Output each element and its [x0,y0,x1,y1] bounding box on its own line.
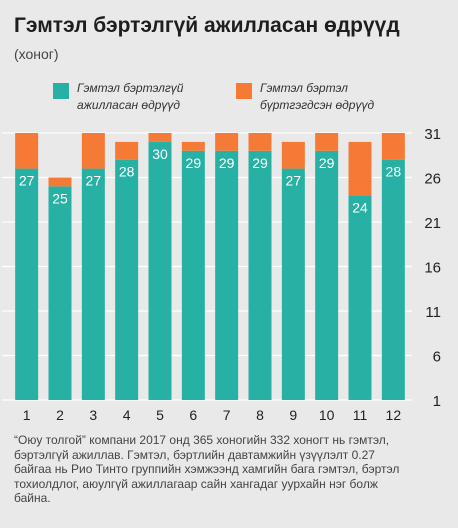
x-tick-label: 7 [223,407,231,423]
bar-safe-days [215,150,239,400]
bar-value-label: 24 [352,199,368,215]
stacked-bar-chart: 1611162126312712522732843052962972982792… [2,126,441,423]
chart-caption: “Оюу толгой” компани 2017 онд 365 хоноги… [14,433,400,505]
bar-safe-days [48,186,72,400]
bar-value-label: 30 [152,146,168,162]
bar-injury-days [48,177,72,187]
bar-injury-days [315,133,339,151]
legend-swatch-orange [236,83,252,99]
bar-value-label: 29 [319,155,335,171]
x-tick-label: 5 [156,407,164,423]
unit-label: (хоног) [14,46,59,62]
bar-safe-days [281,168,305,400]
y-tick-label: 11 [425,304,441,321]
y-tick-label: 6 [433,349,441,366]
x-tick-label: 6 [189,407,197,423]
x-tick-label: 4 [123,407,131,423]
x-tick-label: 9 [289,407,297,423]
bar-safe-days [81,168,105,400]
bar-injury-days [348,141,372,196]
x-tick-label: 10 [319,407,335,423]
bar-value-label: 27 [286,173,302,189]
legend-label: Гэмтэл бэртэлгүй ажилласан өдрүүд [77,81,184,112]
bar-safe-days [248,150,272,400]
bar-safe-days [15,168,39,400]
y-tick-label: 21 [424,215,441,232]
bar-safe-days [381,159,405,400]
bar-injury-days [148,133,172,142]
x-tick-label: 12 [386,407,402,423]
bar-injury-days [115,141,139,160]
x-tick-label: 8 [256,407,264,423]
bar-injury-days [15,133,39,169]
bar-injury-days [215,133,239,151]
bar-value-label: 28 [119,164,135,180]
y-tick-label: 26 [424,171,441,188]
x-tick-label: 2 [56,407,64,423]
bar-value-label: 27 [19,173,35,189]
bar-injury-days [248,133,272,151]
bar-value-label: 25 [52,190,68,206]
legend-swatch-teal [53,83,69,99]
bar-safe-days [148,141,172,400]
bar-value-label: 28 [386,164,402,180]
bar-injury-days [281,141,305,169]
bar-safe-days [115,159,139,400]
bar-safe-days [181,150,205,400]
x-tick-label: 11 [353,407,368,423]
bar-value-label: 29 [252,155,268,171]
y-tick-label: 31 [424,126,441,143]
bar-injury-days [81,133,105,169]
x-tick-label: 3 [89,407,97,423]
bar-value-label: 29 [219,155,235,171]
bar-value-label: 29 [186,155,202,171]
chart-title: Гэмтэл бэртэлгүй ажилласан өдрүүд [14,14,400,37]
bar-value-label: 27 [86,173,102,189]
y-tick-label: 1 [433,393,441,410]
bar-safe-days [315,150,339,400]
x-tick-label: 1 [23,407,31,423]
bar-injury-days [181,141,205,151]
legend-label: Гэмтэл бэртэл бүртгэгдсэн өдрүүд [260,81,375,112]
bar-injury-days [381,133,405,160]
y-tick-label: 16 [424,260,441,277]
bar-safe-days [348,195,372,400]
